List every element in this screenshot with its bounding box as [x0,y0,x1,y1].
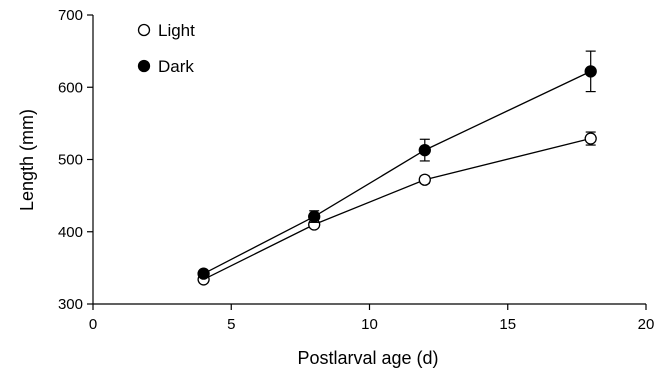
x-tick-label: 0 [89,316,97,333]
legend: Light Dark [137,21,195,76]
data-point [584,65,597,78]
y-tick-label: 500 [58,152,83,169]
y-axis-title: Length (mm) [17,109,37,211]
x-tick-label: 20 [638,316,655,333]
series-line-dark [203,70,591,275]
x-ticks: 0 5 10 15 20 [89,304,655,333]
legend-label-light: Light [158,21,195,40]
series-light [197,131,597,286]
series-dark [197,50,597,280]
x-tick-label: 10 [361,316,378,333]
data-point [584,132,597,145]
data-point [418,143,431,157]
y-ticks: 300 400 500 600 700 [58,7,93,313]
series-layer [197,50,597,286]
y-tick-label: 600 [58,79,83,96]
data-point [308,210,321,223]
series-line-light [203,137,591,281]
legend-label-dark: Dark [158,57,194,76]
legend-marker-light [137,23,151,37]
y-tick-label: 700 [58,7,83,24]
x-tick-label: 5 [227,316,235,333]
x-axis-title: Postlarval age (d) [297,348,438,368]
y-tick-label: 300 [58,296,83,313]
x-tick-label: 15 [499,316,516,333]
y-tick-label: 400 [58,224,83,241]
legend-marker-dark [137,59,151,73]
data-point [418,173,431,186]
data-point [197,267,210,280]
